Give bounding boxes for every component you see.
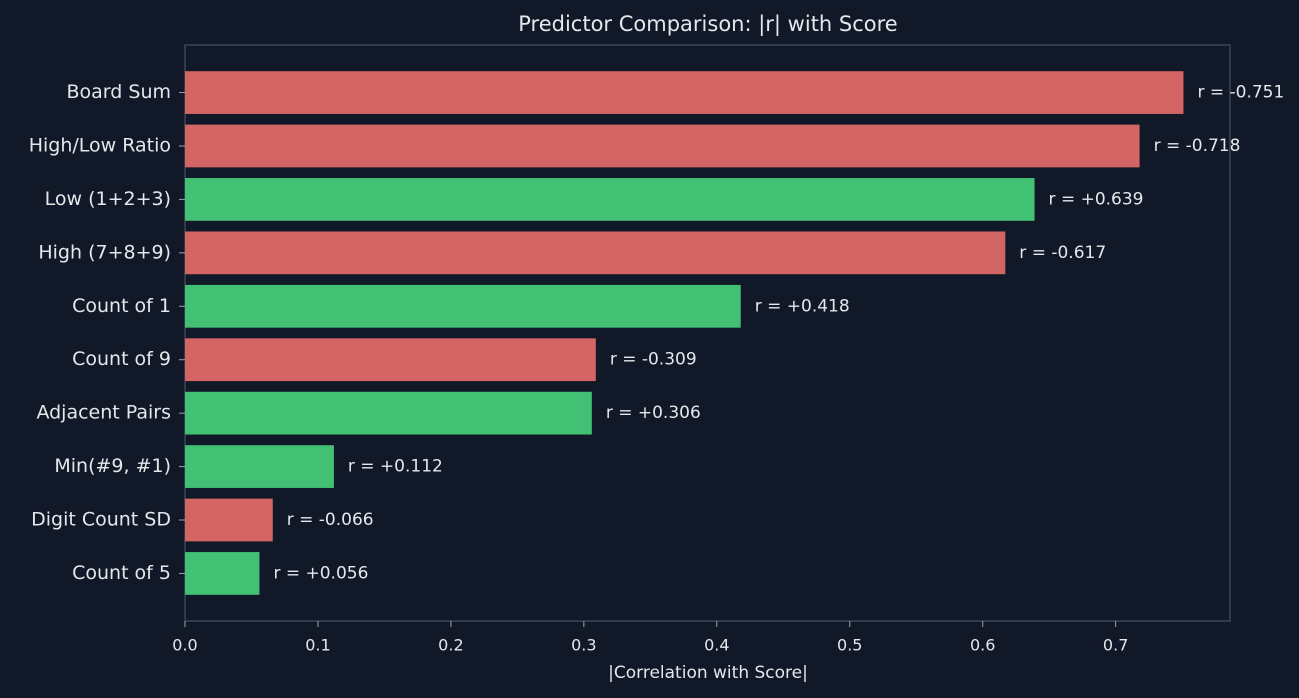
x-tick-label: 0.6 <box>970 636 995 655</box>
y-tick-label: Count of 1 <box>72 295 171 317</box>
bar <box>185 391 592 435</box>
bar <box>185 445 334 488</box>
value-label: r = -0.718 <box>1154 136 1241 156</box>
x-tick-label: 0.1 <box>305 636 330 655</box>
bar <box>185 178 1035 221</box>
y-tick-label: Count of 9 <box>72 348 171 370</box>
bar <box>185 338 596 382</box>
y-tick-label: Min(#9, #1) <box>54 455 171 477</box>
x-axis-label: |Correlation with Score| <box>608 663 808 683</box>
y-tick-label: Board Sum <box>67 81 172 103</box>
y-tick-label: Low (1+2+3) <box>45 188 171 210</box>
bar <box>185 498 273 542</box>
x-tick-label: 0.5 <box>837 636 862 655</box>
bar <box>185 231 1006 275</box>
x-tick-label: 0.4 <box>704 636 729 655</box>
bar <box>185 124 1140 168</box>
value-label: r = -0.751 <box>1197 83 1284 103</box>
bar <box>185 284 741 328</box>
y-tick-label: High (7+8+9) <box>38 241 171 263</box>
y-tick-label: Adjacent Pairs <box>36 402 171 424</box>
chart-title: Predictor Comparison: |r| with Score <box>518 12 897 37</box>
value-label: r = -0.066 <box>287 510 374 530</box>
value-label: r = +0.056 <box>273 563 368 583</box>
y-tick-label: Count of 5 <box>72 562 171 584</box>
value-label: r = -0.617 <box>1019 243 1106 263</box>
value-label: r = +0.639 <box>1049 189 1144 209</box>
bar <box>185 552 260 595</box>
x-tick-label: 0.0 <box>172 636 197 655</box>
x-tick-label: 0.7 <box>1103 636 1128 655</box>
value-label: r = -0.309 <box>610 350 697 370</box>
value-label: r = +0.112 <box>348 457 443 477</box>
x-tick-label: 0.3 <box>571 636 596 655</box>
y-tick-label: High/Low Ratio <box>29 134 171 156</box>
y-tick-label: Digit Count SD <box>31 509 171 531</box>
value-label: r = +0.418 <box>755 296 850 316</box>
bar <box>185 71 1184 114</box>
value-label: r = +0.306 <box>606 403 701 423</box>
x-tick-label: 0.2 <box>438 636 463 655</box>
plot-frame <box>184 44 1231 622</box>
